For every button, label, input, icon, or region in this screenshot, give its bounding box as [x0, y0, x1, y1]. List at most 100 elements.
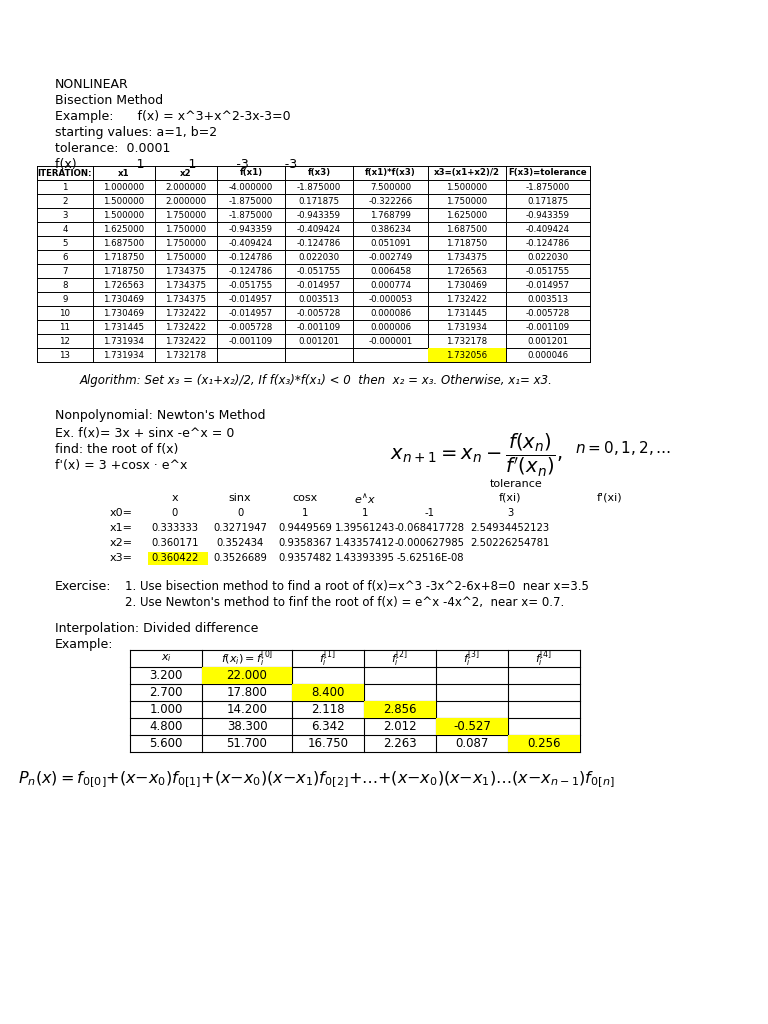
Text: f(x1)*f(x3): f(x1)*f(x3): [365, 169, 416, 177]
Text: 1.732422: 1.732422: [446, 295, 488, 303]
Text: $f_i^{[3]}$: $f_i^{[3]}$: [463, 648, 481, 669]
Text: $x_{n+1}=x_n-\dfrac{f\left(x_n\right)}{f^{\prime}\left(x_n\right)},$: $x_{n+1}=x_n-\dfrac{f\left(x_n\right)}{f…: [390, 432, 562, 479]
Text: 1.718750: 1.718750: [104, 266, 144, 275]
Text: -0.051755: -0.051755: [229, 281, 273, 290]
Text: f(x)               1           1          -3         -3: f(x) 1 1 -3 -3: [55, 158, 297, 171]
Text: 1.750000: 1.750000: [446, 197, 488, 206]
Text: 1.687500: 1.687500: [446, 224, 488, 233]
Bar: [436, 718, 508, 735]
Text: 1.732422: 1.732422: [165, 308, 207, 317]
Text: -0.943359: -0.943359: [229, 224, 273, 233]
Text: 2.700: 2.700: [149, 686, 183, 699]
Text: 1.625000: 1.625000: [446, 211, 488, 219]
Text: 38.300: 38.300: [227, 720, 267, 733]
Text: 7: 7: [62, 266, 68, 275]
Text: sinx: sinx: [229, 493, 251, 503]
Text: -0.001109: -0.001109: [229, 337, 273, 345]
Text: -0.409424: -0.409424: [229, 239, 273, 248]
Text: 11: 11: [59, 323, 71, 332]
Text: 1.750000: 1.750000: [165, 224, 207, 233]
Text: 1.731934: 1.731934: [104, 350, 144, 359]
Text: 2: 2: [62, 197, 68, 206]
Text: -0.527: -0.527: [453, 720, 491, 733]
Text: 0.022030: 0.022030: [528, 253, 568, 261]
Text: 1.687500: 1.687500: [104, 239, 144, 248]
Text: 0.386234: 0.386234: [370, 224, 411, 233]
Text: x1: x1: [118, 169, 130, 177]
Text: $f_i^{[1]}$: $f_i^{[1]}$: [319, 648, 336, 669]
Text: tolerance: tolerance: [490, 479, 543, 489]
Text: Bisection Method: Bisection Method: [55, 94, 163, 106]
Text: 2.000000: 2.000000: [165, 197, 207, 206]
Text: 0.171875: 0.171875: [299, 197, 339, 206]
Text: 1.734375: 1.734375: [165, 266, 207, 275]
Text: 14.200: 14.200: [227, 703, 267, 716]
Text: -5.62516E-08: -5.62516E-08: [396, 553, 464, 563]
Text: x: x: [172, 493, 178, 503]
Text: F(x3)=tolerance: F(x3)=tolerance: [508, 169, 588, 177]
Text: 6.342: 6.342: [311, 720, 345, 733]
Text: 1.734375: 1.734375: [165, 281, 207, 290]
Text: Interpolation: Divided difference: Interpolation: Divided difference: [55, 622, 258, 635]
Text: NONLINEAR: NONLINEAR: [55, 78, 129, 91]
Text: 2.856: 2.856: [383, 703, 417, 716]
Text: Example:      f(x) = x^3+x^2-3x-3=0: Example: f(x) = x^3+x^2-3x-3=0: [55, 110, 290, 123]
Text: 9: 9: [62, 295, 68, 303]
Text: 1.732178: 1.732178: [446, 337, 488, 345]
Text: -0.014957: -0.014957: [526, 281, 570, 290]
Text: 1.000: 1.000: [149, 703, 183, 716]
Text: -0.051755: -0.051755: [526, 266, 570, 275]
Text: -0.124786: -0.124786: [526, 239, 570, 248]
Text: 0.051091: 0.051091: [370, 239, 411, 248]
Text: 1.732422: 1.732422: [165, 337, 207, 345]
Text: Exercise:: Exercise:: [55, 580, 111, 593]
Text: 0.9357482: 0.9357482: [278, 553, 332, 563]
Text: cosx: cosx: [293, 493, 318, 503]
Text: 0.9449569: 0.9449569: [278, 523, 332, 534]
Text: -0.943359: -0.943359: [526, 211, 570, 219]
Text: Algorithm: Set x₃ = (x₁+x₂)/2, If f(x₃)*f(x₁) < 0  then  x₂ = x₃. Otherwise, x₁=: Algorithm: Set x₃ = (x₁+x₂)/2, If f(x₃)*…: [80, 374, 553, 387]
Text: 0: 0: [237, 508, 243, 518]
Text: 1: 1: [362, 508, 368, 518]
Text: 5.600: 5.600: [149, 737, 183, 750]
Text: x3=(x1+x2)/2: x3=(x1+x2)/2: [434, 169, 500, 177]
Text: 1.43393395: 1.43393395: [335, 553, 395, 563]
Text: -1.875000: -1.875000: [229, 211, 273, 219]
Bar: [292, 684, 364, 701]
Text: -0.943359: -0.943359: [297, 211, 341, 219]
Text: x0=: x0=: [110, 508, 133, 518]
Text: 1.732422: 1.732422: [165, 323, 207, 332]
Text: -1: -1: [425, 508, 435, 518]
Text: 1.726563: 1.726563: [446, 266, 488, 275]
Text: -1.875000: -1.875000: [297, 182, 341, 191]
Text: $n=0,1,2,\ldots$: $n=0,1,2,\ldots$: [575, 439, 671, 457]
Text: x1=: x1=: [110, 523, 133, 534]
Text: 5: 5: [62, 239, 68, 248]
Text: 0.006458: 0.006458: [370, 266, 411, 275]
Text: -0.000053: -0.000053: [369, 295, 412, 303]
Text: -0.014957: -0.014957: [297, 281, 341, 290]
Text: 4: 4: [62, 224, 68, 233]
Text: 2.012: 2.012: [383, 720, 417, 733]
Text: -0.124786: -0.124786: [229, 253, 273, 261]
Text: -0.124786: -0.124786: [229, 266, 273, 275]
Text: 1.731934: 1.731934: [446, 323, 488, 332]
Text: 1.500000: 1.500000: [104, 211, 144, 219]
Text: 1.000000: 1.000000: [104, 182, 144, 191]
Text: 0.087: 0.087: [455, 737, 488, 750]
Text: 17.800: 17.800: [227, 686, 267, 699]
Text: -4.000000: -4.000000: [229, 182, 273, 191]
Text: 2.118: 2.118: [311, 703, 345, 716]
Text: 2.000000: 2.000000: [165, 182, 207, 191]
Text: Nonpolynomial: Newton's Method: Nonpolynomial: Newton's Method: [55, 409, 266, 422]
Text: $e^{\wedge}x$: $e^{\wedge}x$: [354, 493, 376, 506]
Text: $P_n(x){=}f_{0[0]}{+}(x{-}x_0)f_{0[1]}{+}(x{-}x_0)(x{-}x_1)f_{0[2]}{+}{\ldots}{+: $P_n(x){=}f_{0[0]}{+}(x{-}x_0)f_{0[1]}{+…: [18, 770, 614, 791]
Text: 6: 6: [62, 253, 68, 261]
Bar: [202, 667, 292, 684]
Text: 1: 1: [302, 508, 308, 518]
Text: 8.400: 8.400: [311, 686, 345, 699]
Bar: [508, 735, 580, 752]
Text: 7.500000: 7.500000: [370, 182, 411, 191]
Text: 0: 0: [172, 508, 178, 518]
Text: 22.000: 22.000: [227, 669, 267, 682]
